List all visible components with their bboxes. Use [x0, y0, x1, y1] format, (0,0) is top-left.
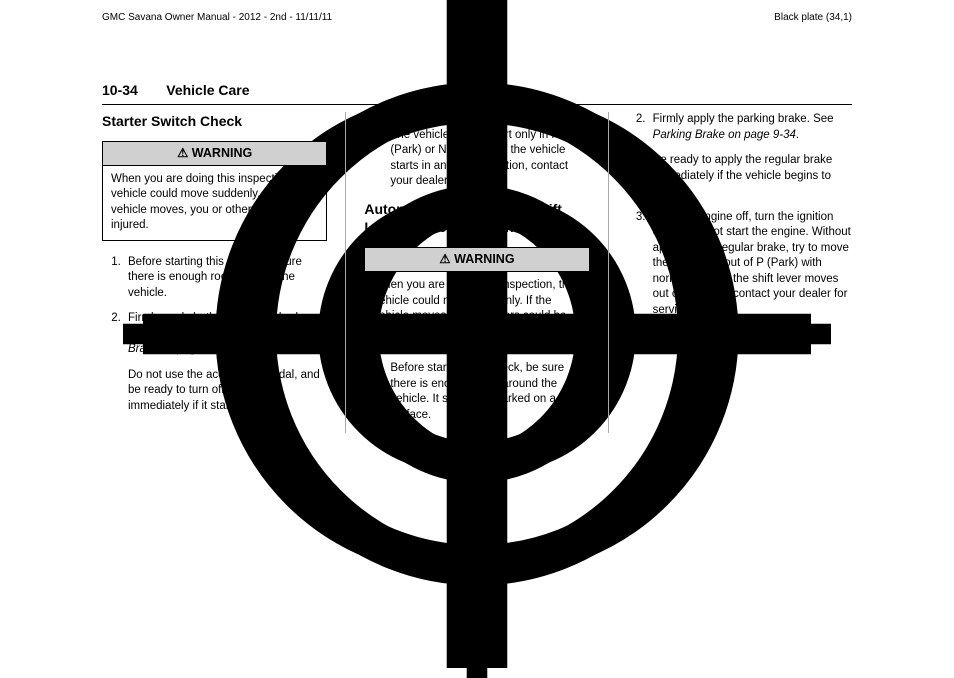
chapter-title: Vehicle Care [166, 82, 249, 98]
warning-icon: ⚠ [177, 146, 188, 160]
content-area: Starter Switch Check ⚠ WARNING When you … [102, 112, 852, 433]
column-1: Starter Switch Check ⚠ WARNING When you … [102, 112, 327, 433]
step-1b: Before starting this check, be sure ther… [386, 361, 589, 423]
step-2c-ref: Parking Brake on page 9-34 [653, 129, 796, 141]
steps-col2-top: Try to start the engine in each gear. Th… [364, 112, 589, 190]
column-3: Firmly apply the parking brake. See Park… [627, 112, 852, 433]
column-separator-2 [608, 112, 609, 433]
step-2c-sub: Be ready to apply the regular brake imme… [653, 153, 852, 200]
plate-label: Black plate (34,1) [774, 12, 852, 23]
column-separator-1 [345, 112, 346, 433]
step-3: Try to start the engine in each gear. Th… [386, 112, 589, 190]
manual-title: GMC Savana Owner Manual - 2012 - 2nd - 1… [102, 12, 332, 23]
column-2: Try to start the engine in each gear. Th… [364, 112, 589, 433]
step-1: Before starting this check, be sure ther… [124, 255, 327, 302]
step-3c: With the engine off, turn the ignition o… [649, 210, 852, 319]
warning-icon: ⚠ [439, 252, 450, 266]
warning-label: WARNING [454, 252, 514, 266]
step-2-sub: Do not use the accelerator pedal, and be… [128, 368, 327, 415]
warning-body-1: When you are doing this inspection, the … [103, 166, 326, 240]
steps-col2-bottom: Before starting this check, be sure ther… [364, 361, 589, 423]
section-starter-switch: Starter Switch Check [102, 112, 327, 131]
page-header: 10-34 Vehicle Care [102, 82, 852, 105]
warning-box-2: ⚠ WARNING When you are doing this inspec… [364, 247, 589, 347]
steps-col1: Before starting this check, be sure ther… [102, 255, 327, 415]
step-2c-b: . [796, 129, 799, 141]
step-2b: . [229, 343, 232, 355]
warning-label: WARNING [192, 146, 252, 160]
step-2c-a: Firmly apply the parking brake. See [653, 113, 834, 125]
warning-box-1: ⚠ WARNING When you are doing this inspec… [102, 141, 327, 241]
page-number: 10-34 [102, 82, 138, 98]
step-2: Firmly apply both the parking brake and … [124, 311, 327, 414]
steps-col3: Firmly apply the parking brake. See Park… [627, 112, 852, 318]
section-shift-lock: Automatic Transmission Shift Lock Contro… [364, 200, 589, 238]
step-2c: Firmly apply the parking brake. See Park… [649, 112, 852, 200]
warning-head-2: ⚠ WARNING [365, 248, 588, 272]
warning-head-1: ⚠ WARNING [103, 142, 326, 166]
warning-body-2: When you are doing this inspection, the … [365, 272, 588, 346]
